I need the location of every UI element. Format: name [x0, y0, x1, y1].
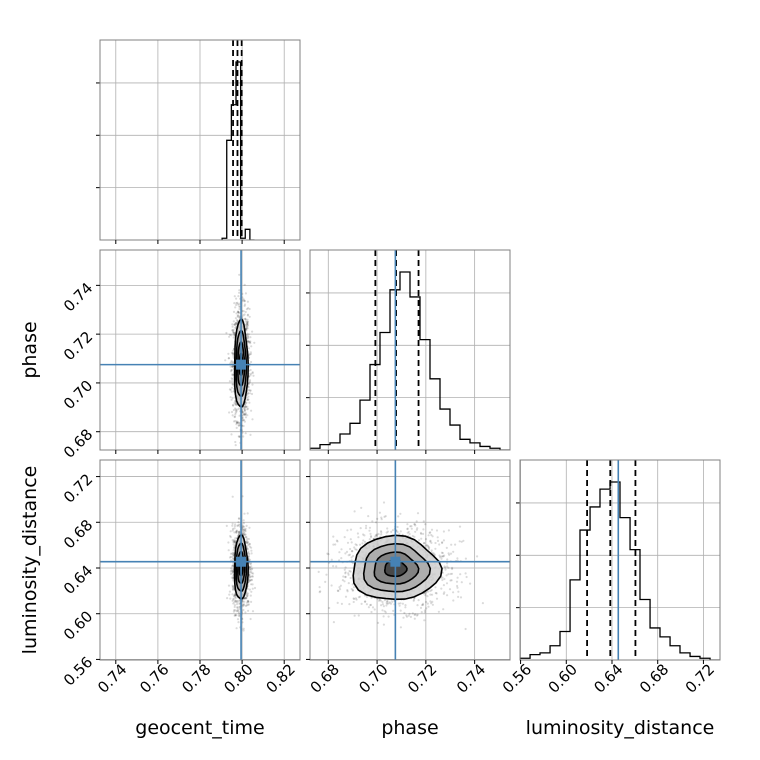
- scatter-cloud-phase-luminosity_distance: [317, 501, 484, 631]
- y-tick-label-phase-2: 0.72: [60, 328, 96, 364]
- y-tick-label-phase-0: 0.68: [60, 425, 96, 461]
- x-tick-label-geocent_time-3: 0.80: [220, 660, 256, 696]
- hist-panel-phase: [306, 249, 511, 454]
- histogram-geocent_time: [221, 61, 255, 240]
- truth-marker-geocent_time-phase: [236, 359, 247, 370]
- truth-marker-phase-luminosity_distance: [390, 556, 401, 567]
- x-tick-label-luminosity_distance-4: 0.72: [682, 660, 718, 696]
- scatter-panel-phase-luminosity_distance: 0.68 0.70 0.72 0.74 phase: [306, 459, 511, 739]
- y-tick-label-luminosity_distance-0: 0.56: [60, 653, 96, 689]
- x-tick-label-luminosity_distance-1: 0.60: [545, 660, 581, 696]
- y-tick-label-luminosity_distance-2: 0.64: [60, 562, 96, 598]
- histogram-phase: [310, 271, 510, 450]
- hist-panel-luminosity_distance: 0.56 0.60 0.64 0.68 0.72 luminosity_distance: [499, 459, 721, 739]
- x-tick-label-geocent_time-0: 0.74: [94, 660, 130, 696]
- scatter-panel-geocent_time-luminosity_distance: 0.56 0.60 0.64 0.68 0.72 luminosity_distance 0…: [19, 459, 301, 739]
- scatter-cloud-geocent_time-phase: [224, 273, 256, 450]
- scatter-frame-phase-luminosity_distance: [309, 459, 511, 661]
- x-tick-label-phase-3: 0.74: [453, 660, 489, 696]
- y-tick-label-luminosity_distance-3: 0.68: [60, 516, 96, 552]
- x-axis-label-geocent_time: geocent_time: [135, 717, 264, 739]
- x-tick-label-geocent_time-4: 0.82: [263, 660, 299, 696]
- hist-frame-luminosity_distance: [519, 459, 721, 661]
- x-axis-label-phase: phase: [381, 717, 438, 739]
- y-tick-label-luminosity_distance-1: 0.60: [60, 607, 96, 643]
- x-tick-label-phase-0: 0.68: [307, 660, 343, 696]
- x-tick-label-phase-2: 0.72: [404, 660, 440, 696]
- x-axis-label-luminosity_distance: luminosity_distance: [526, 717, 715, 739]
- y-tick-label-phase-3: 0.74: [60, 279, 96, 315]
- y-axis-label-phase: phase: [19, 321, 41, 378]
- hist-panel-geocent_time: [96, 39, 301, 244]
- y-tick-label-phase-1: 0.70: [60, 377, 96, 413]
- hist-frame-phase: [309, 249, 511, 451]
- x-tick-label-luminosity_distance-0: 0.56: [499, 660, 535, 696]
- truth-marker-geocent_time-luminosity_distance: [236, 556, 247, 567]
- x-tick-label-phase-1: 0.70: [355, 660, 391, 696]
- y-axis-label-luminosity_distance: luminosity_distance: [19, 466, 41, 655]
- x-tick-label-luminosity_distance-3: 0.68: [636, 660, 672, 696]
- x-tick-label-geocent_time-1: 0.76: [136, 660, 172, 696]
- x-tick-label-luminosity_distance-2: 0.64: [590, 660, 626, 696]
- histogram-luminosity_distance: [520, 481, 720, 660]
- scatter-panel-geocent_time-phase: 0.68 0.70 0.72 0.74 phase: [19, 249, 301, 462]
- x-tick-label-geocent_time-2: 0.78: [178, 660, 214, 696]
- y-tick-label-luminosity_distance-4: 0.72: [60, 470, 96, 506]
